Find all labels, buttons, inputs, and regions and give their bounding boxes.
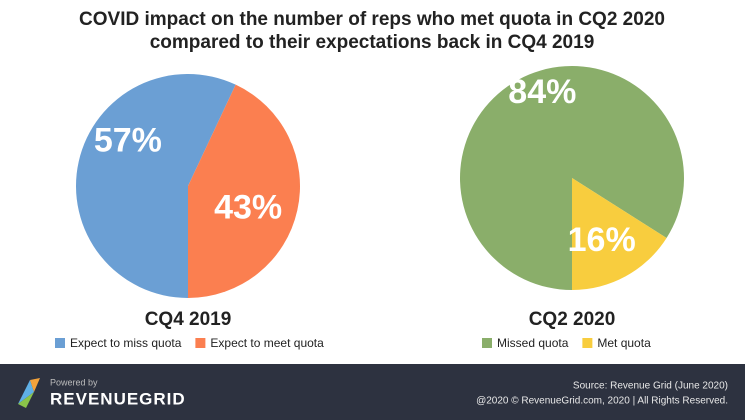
chart-title: COVID impact on the number of reps who m… [79, 9, 665, 30]
pie-slice [572, 178, 667, 290]
pie-title: CQ2 2020 [529, 309, 616, 330]
powered-by: Powered by [50, 377, 98, 387]
pie-title: CQ4 2019 [145, 309, 232, 330]
pie-slice [76, 74, 236, 298]
legend-label: Expect to miss quota [70, 336, 182, 350]
legend-label: Expect to meet quota [210, 336, 324, 350]
pie-slice [188, 84, 300, 299]
data-label: 16% [568, 221, 636, 259]
data-label: 57% [94, 122, 162, 160]
data-label: 43% [214, 188, 282, 226]
footer-band [0, 364, 745, 420]
source: Source: Revenue Grid (June 2020) [573, 381, 728, 392]
legend-swatch [55, 338, 65, 348]
legend-swatch [195, 338, 206, 348]
copyright: @2020 © RevenueGrid.com, 2020 | All Righ… [476, 396, 728, 407]
legend-label: Met quota [597, 336, 651, 350]
chart-title: compared to their expectations back in C… [150, 32, 595, 53]
legend-label: Missed quota [497, 336, 569, 350]
logo [18, 378, 40, 408]
legend-swatch [582, 338, 593, 348]
legend-swatch [482, 338, 492, 348]
brand: REVENUEGRID [50, 389, 186, 408]
data-label: 84% [508, 73, 576, 111]
